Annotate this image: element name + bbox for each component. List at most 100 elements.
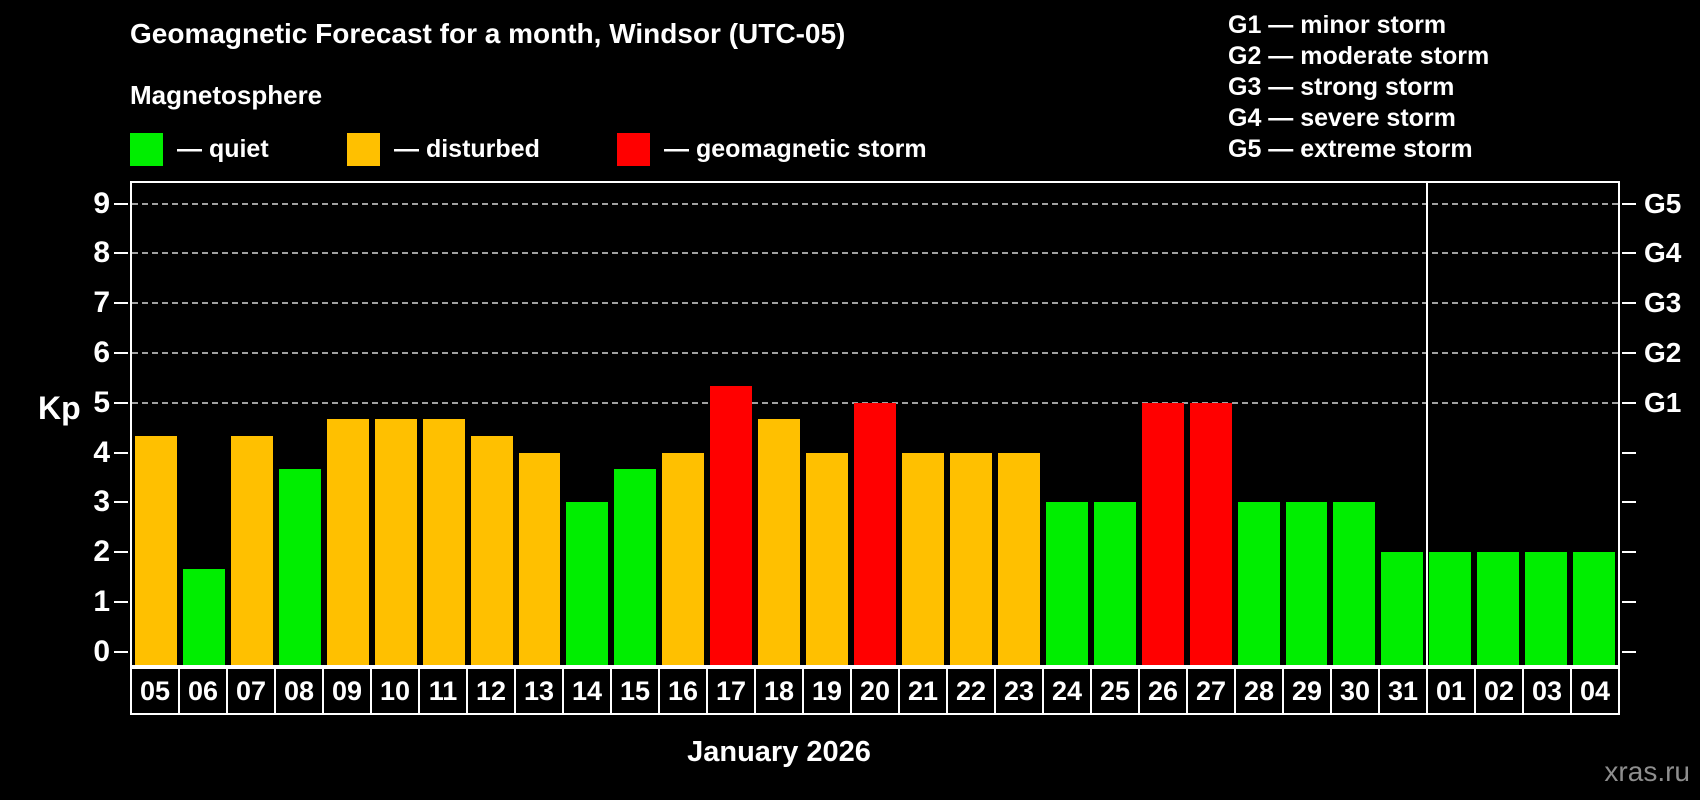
legend-item-storm: — geomagnetic storm <box>617 132 927 166</box>
bar-02 <box>1477 552 1520 665</box>
bar-10 <box>374 419 417 665</box>
date-box-15: 15 <box>610 667 660 715</box>
bar-slot-21 <box>899 183 947 665</box>
bar-slot-20 <box>851 183 899 665</box>
bar-slot-08 <box>276 183 324 665</box>
bar-26 <box>1141 402 1184 665</box>
gridline-kp7 <box>132 302 1618 305</box>
date-box-11: 11 <box>418 667 468 715</box>
bar-slot-12 <box>468 183 516 665</box>
left-tick-kp4 <box>114 451 128 454</box>
bar-slot-25 <box>1091 183 1139 665</box>
bar-06 <box>182 568 225 665</box>
y-axis-label-6: 6 <box>93 335 110 369</box>
y-axis-label-9: 9 <box>93 186 110 220</box>
bar-22 <box>949 452 992 665</box>
y-axis-label-1: 1 <box>93 584 110 618</box>
bar-09 <box>326 419 369 665</box>
gridline-kp8 <box>132 252 1618 255</box>
y-axis-label-7: 7 <box>93 286 110 320</box>
g-scale-legend: G1 — minor storm G2 — moderate storm G3 — … <box>1228 10 1489 165</box>
left-tick-kp7 <box>114 302 128 305</box>
date-box-13: 13 <box>514 667 564 715</box>
g-legend-line-5: G5 — extreme storm <box>1228 135 1473 163</box>
right-tick-kp9 <box>1622 202 1636 205</box>
date-box-27: 27 <box>1186 667 1236 715</box>
bar-07 <box>230 436 273 665</box>
date-box-02: 02 <box>1474 667 1524 715</box>
bars-layer <box>132 183 1618 665</box>
bar-28 <box>1237 502 1280 665</box>
left-tick-kp2 <box>114 551 128 554</box>
date-box-30: 30 <box>1330 667 1380 715</box>
left-tick-kp3 <box>114 501 128 504</box>
g-legend-line-3: G3 — strong storm <box>1228 73 1455 101</box>
date-box-03: 03 <box>1522 667 1572 715</box>
bar-slot-15 <box>611 183 659 665</box>
bar-slot-18 <box>755 183 803 665</box>
bar-slot-07 <box>228 183 276 665</box>
bar-03 <box>1525 552 1568 665</box>
bar-13 <box>518 452 561 665</box>
bar-slot-10 <box>372 183 420 665</box>
left-tick-kp0 <box>114 650 128 653</box>
bar-slot-17 <box>707 183 755 665</box>
right-axis-label-g5: G5 <box>1644 187 1682 219</box>
date-box-12: 12 <box>466 667 516 715</box>
right-axis-label-g1: G1 <box>1644 386 1682 418</box>
left-tick-kp5 <box>114 401 128 404</box>
bar-slot-31 <box>1378 183 1426 665</box>
bar-27 <box>1189 402 1232 665</box>
right-tick-kp3 <box>1622 501 1636 504</box>
g-legend-line-4: G4 — severe storm <box>1228 104 1456 132</box>
bar-21 <box>902 452 944 665</box>
bar-18 <box>758 419 801 665</box>
date-box-09: 09 <box>322 667 372 715</box>
x-axis-date-row: 05 06 07 08 09 10 11 12 13 14 15 16 17 18 19 20 21 22 23 24… <box>130 667 1620 715</box>
page-title: Geomagnetic Forecast for a month, Windso… <box>130 18 846 49</box>
date-box-25: 25 <box>1090 667 1140 715</box>
bar-20 <box>854 402 896 665</box>
legend-label-storm: — geomagnetic storm <box>664 134 927 163</box>
date-box-23: 23 <box>994 667 1044 715</box>
date-box-06: 06 <box>178 667 228 715</box>
bar-slot-03 <box>1522 183 1570 665</box>
right-tick-kp4 <box>1622 451 1636 454</box>
bar-slot-24 <box>1043 183 1091 665</box>
bar-slot-16 <box>659 183 707 665</box>
bar-01 <box>1429 552 1472 665</box>
month-separator-line <box>1426 183 1429 665</box>
legend-swatch-quiet <box>130 132 163 166</box>
bar-slot-28 <box>1235 183 1283 665</box>
date-box-21: 21 <box>898 667 948 715</box>
bar-14 <box>566 502 609 665</box>
date-box-05: 05 <box>130 667 180 715</box>
y-axis-label-8: 8 <box>93 236 110 270</box>
bar-31 <box>1381 552 1424 665</box>
right-tick-kp6 <box>1622 351 1636 354</box>
bar-29 <box>1285 502 1328 665</box>
bar-16 <box>662 452 705 665</box>
date-box-01: 01 <box>1426 667 1476 715</box>
y-axis-title: Kp <box>38 390 81 426</box>
bar-slot-19 <box>803 183 851 665</box>
gridline-kp5 <box>132 401 1618 404</box>
bar-slot-09 <box>324 183 372 665</box>
left-tick-kp9 <box>114 202 128 205</box>
bar-30 <box>1333 502 1376 665</box>
left-tick-kp8 <box>114 252 128 255</box>
g-legend-line-2: G2 — moderate storm <box>1228 42 1490 70</box>
date-box-08: 08 <box>274 667 324 715</box>
bar-08 <box>278 468 321 665</box>
bar-slot-23 <box>995 183 1043 665</box>
x-axis-title: January 2026 <box>687 736 871 768</box>
y-axis-label-4: 4 <box>93 435 110 469</box>
bar-slot-01 <box>1426 183 1474 665</box>
bar-slot-30 <box>1330 183 1378 665</box>
y-axis-label-2: 2 <box>93 535 110 569</box>
date-box-16: 16 <box>658 667 708 715</box>
bar-25 <box>1093 502 1136 665</box>
bar-slot-26 <box>1139 183 1187 665</box>
date-box-22: 22 <box>946 667 996 715</box>
date-box-17: 17 <box>706 667 756 715</box>
